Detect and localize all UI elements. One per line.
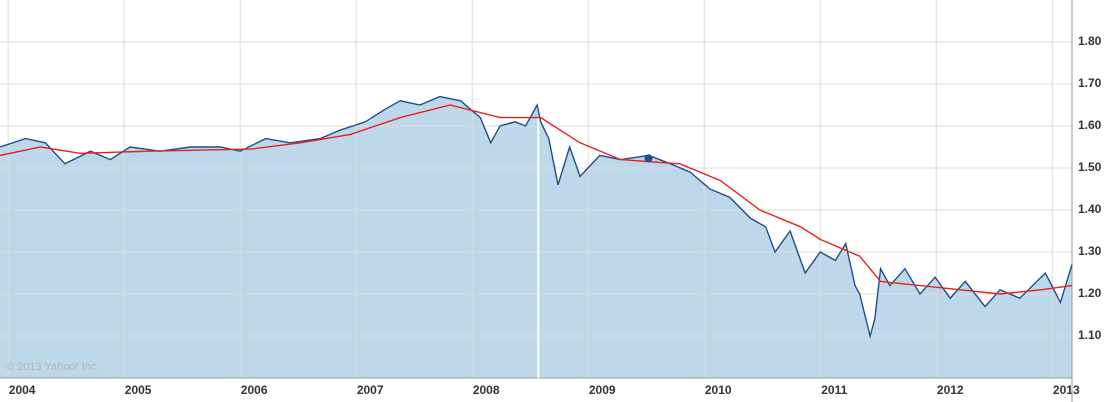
y-tick-label: 1.10 <box>1078 328 1102 342</box>
y-tick-label: 1.80 <box>1078 34 1102 48</box>
area <box>0 96 1072 378</box>
y-tick-label: 1.30 <box>1078 244 1102 258</box>
y-tick-label: 1.70 <box>1078 76 1102 90</box>
y-tick-label: 1.50 <box>1078 160 1102 174</box>
x-tick-label: 2007 <box>357 383 384 397</box>
x-tick-label: 2010 <box>705 383 732 397</box>
y-tick-label: 1.40 <box>1078 202 1102 216</box>
x-tick-label: 2004 <box>9 383 36 397</box>
line <box>0 104 1073 295</box>
x-tick-label: 2009 <box>589 383 616 397</box>
line <box>0 95 1073 339</box>
event-marker <box>644 154 653 163</box>
y-tick-label: 1.60 <box>1078 118 1102 132</box>
x-tick-label: 2008 <box>473 383 500 397</box>
x-tick-label: 2006 <box>241 383 268 397</box>
x-tick-label: 2011 <box>821 383 847 397</box>
copyright: © 2013 Yahoo! Inc. <box>6 361 99 373</box>
x-tick-label: 2005 <box>125 383 152 397</box>
y-tick-label: 1.20 <box>1078 286 1102 300</box>
x-tick-label: 2012 <box>937 383 964 397</box>
x-tick-label: 2013 <box>1053 383 1080 397</box>
